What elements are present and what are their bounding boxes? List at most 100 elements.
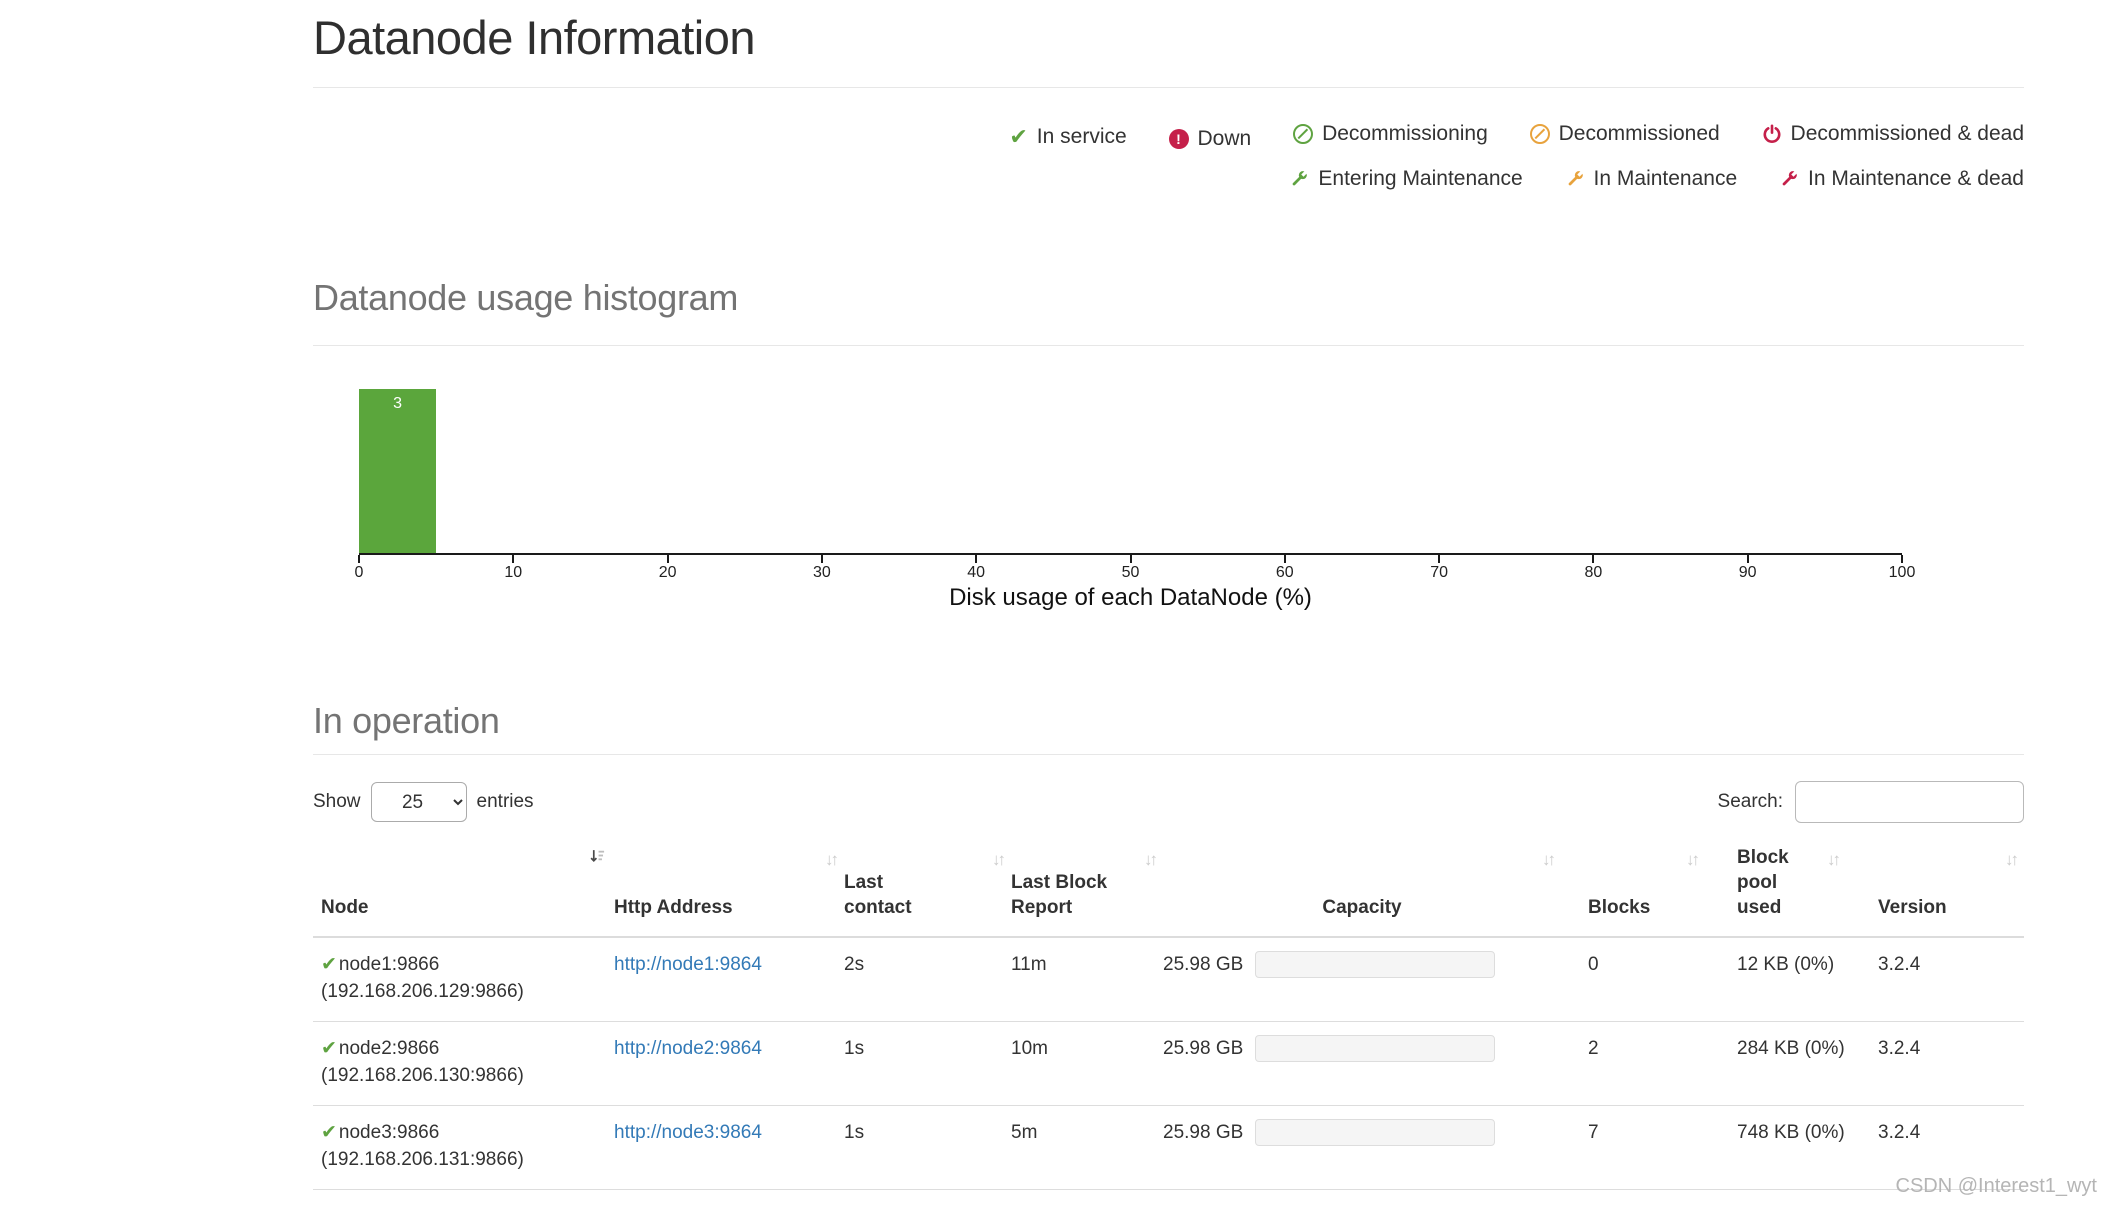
node-cell: ✔ node3:9866 (192.168.206.131:9866)	[313, 1105, 614, 1190]
table-controls: Show 25 entries Search:	[313, 781, 2024, 823]
http-address-link[interactable]: http://node1:9864	[614, 954, 762, 975]
sort-both-icon[interactable]: ↓↑	[2005, 850, 2019, 869]
table-row: ✔ node3:9866 (192.168.206.131:9866) http:…	[313, 1105, 2024, 1190]
x-tick-label: 60	[1275, 564, 1294, 581]
blocks-cell: 7	[1561, 1105, 1705, 1190]
sort-both-icon[interactable]: ↓↑	[1144, 850, 1158, 869]
capacity-progress-bar	[1255, 1119, 1495, 1146]
x-tick-label: 30	[812, 564, 831, 581]
http-address-cell: http://node3:9864	[614, 1105, 844, 1190]
node-name: node3:9866	[338, 1122, 440, 1143]
block-pool-used-cell: 748 KB (0%)	[1705, 1105, 1846, 1190]
x-tick-label: 90	[1738, 564, 1757, 581]
col-label: Http Address	[614, 897, 733, 918]
x-tick-label: 70	[1430, 564, 1448, 581]
col-label: Last contact	[844, 872, 912, 918]
col-label: Blocks	[1588, 897, 1651, 918]
datanode-table: Node ↓↑ Http Address ↓↑ Last contact ↓↑ …	[313, 845, 2024, 1190]
sort-active-icon[interactable]	[589, 847, 606, 872]
block-pool-used-cell: 284 KB (0%)	[1705, 1021, 1846, 1106]
col-header-node[interactable]: Node	[313, 845, 614, 938]
check-icon: ✔	[321, 1122, 337, 1143]
node-cell: ✔ node2:9866 (192.168.206.130:9866)	[313, 1021, 614, 1106]
sort-both-icon[interactable]: ↓↑	[1686, 850, 1700, 869]
exclamation-circle-icon: !	[1168, 129, 1189, 149]
x-tick	[1129, 555, 1132, 563]
check-icon: ✔	[321, 1038, 337, 1059]
datanode-page: Datanode Information ✔ In service ! Down…	[313, 10, 2024, 1190]
legend-label: In service	[1036, 125, 1127, 148]
legend-label: In Maintenance	[1593, 167, 1738, 190]
wrench-icon	[1565, 169, 1585, 189]
capacity-value: 25.98 GB	[1163, 954, 1244, 975]
col-header-version[interactable]: ↓↑ Version	[1846, 845, 2024, 938]
block-pool-used-cell: 12 KB (0%)	[1705, 937, 1846, 1022]
last-contact-cell: 2s	[844, 937, 1011, 1022]
http-address-cell: http://node1:9864	[614, 937, 844, 1022]
last-block-report-cell: 10m	[1011, 1021, 1163, 1106]
legend-in-service: ✔ In service	[1009, 117, 1126, 157]
histogram-heading: Datanode usage histogram	[313, 277, 739, 318]
x-tick	[1746, 555, 1749, 563]
histogram-divider	[313, 345, 2024, 346]
table-row: ✔ node1:9866 (192.168.206.129:9866) http:…	[313, 937, 2024, 1022]
col-header-last-block-report[interactable]: ↓↑ Last Block Report	[1011, 845, 1163, 938]
col-header-http-address[interactable]: ↓↑ Http Address	[614, 845, 844, 938]
legend-label: Entering Maintenance	[1318, 167, 1523, 190]
search-input[interactable]	[1795, 781, 2024, 823]
x-tick	[1438, 555, 1441, 563]
page-length-select[interactable]: 25	[370, 782, 467, 822]
node-name: node1:9866	[338, 954, 440, 975]
http-address-link[interactable]: http://node2:9864	[614, 1038, 762, 1059]
legend-decommissioned: Decommissioned	[1529, 114, 1720, 154]
blocks-cell: 2	[1561, 1021, 1705, 1106]
node-ip: (192.168.206.129:9866)	[321, 981, 524, 1002]
col-header-last-contact[interactable]: ↓↑ Last contact	[844, 845, 1011, 938]
node-cell: ✔ node1:9866 (192.168.206.129:9866)	[313, 937, 614, 1022]
legend-label: Down	[1197, 127, 1252, 150]
legend-row-1: ✔ In service ! Down Decommissioning Deco…	[313, 114, 2024, 159]
title-divider	[313, 87, 2024, 88]
node-name: node2:9866	[338, 1038, 440, 1059]
last-block-report-cell: 5m	[1011, 1105, 1163, 1190]
legend-decommissioned-dead: Decommissioned & dead	[1762, 114, 2024, 154]
sort-both-icon[interactable]: ↓↑	[992, 850, 1006, 869]
sort-both-icon[interactable]: ↓↑	[825, 850, 839, 869]
col-label: Version	[1878, 897, 1947, 918]
x-tick	[820, 555, 823, 563]
last-contact-cell: 1s	[844, 1105, 1011, 1190]
x-tick-label: 10	[504, 564, 523, 581]
search-area: Search:	[1718, 781, 2024, 823]
show-label: Show	[313, 791, 361, 812]
table-row: ✔ node2:9866 (192.168.206.130:9866) http:…	[313, 1021, 2024, 1106]
http-address-link[interactable]: http://node3:9864	[614, 1122, 762, 1143]
check-icon: ✔	[1009, 124, 1028, 149]
x-axis	[359, 553, 1902, 555]
x-tick-label: 0	[354, 564, 364, 581]
sort-both-icon[interactable]: ↓↑	[1827, 850, 1841, 869]
wrench-icon	[1779, 169, 1799, 189]
capacity-cell: 25.98 GB	[1163, 1105, 1561, 1190]
col-header-block-pool-used[interactable]: ↓↑ Block pool used	[1705, 845, 1846, 938]
legend-label: In Maintenance & dead	[1808, 167, 2024, 190]
sort-both-icon[interactable]: ↓↑	[1542, 850, 1556, 869]
col-label: Capacity	[1322, 897, 1402, 918]
node-ip: (192.168.206.130:9866)	[321, 1065, 524, 1086]
ban-circle-icon	[1529, 124, 1550, 144]
version-cell: 3.2.4	[1846, 1105, 2024, 1190]
capacity-cell: 25.98 GB	[1163, 1021, 1561, 1106]
version-cell: 3.2.4	[1846, 1021, 2024, 1106]
power-icon	[1762, 124, 1782, 144]
table-header-row: Node ↓↑ Http Address ↓↑ Last contact ↓↑ …	[313, 845, 2024, 938]
legend-in-maintenance-dead: In Maintenance & dead	[1779, 159, 2024, 199]
col-header-blocks[interactable]: ↓↑ Blocks	[1561, 845, 1705, 938]
x-tick	[512, 555, 515, 563]
x-tick	[1901, 555, 1903, 563]
legend-label: Decommissioned & dead	[1790, 122, 2024, 145]
legend-in-maintenance: In Maintenance	[1565, 159, 1738, 199]
blocks-cell: 0	[1561, 937, 1705, 1022]
col-header-capacity[interactable]: ↓↑ Capacity	[1163, 845, 1561, 938]
x-tick-label: 40	[967, 564, 986, 581]
col-label: Block pool used	[1737, 847, 1789, 918]
page-title: Datanode Information	[313, 11, 756, 64]
